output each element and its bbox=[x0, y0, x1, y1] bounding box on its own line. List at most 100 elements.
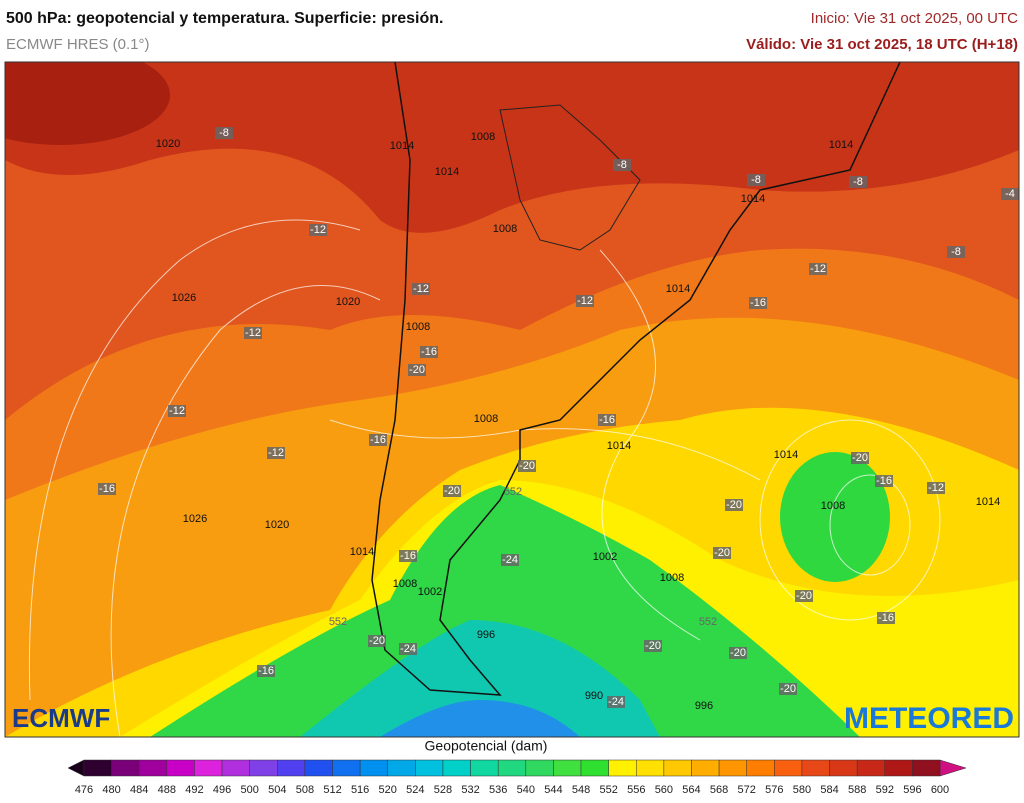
isobar-label: 1008 bbox=[493, 223, 517, 235]
temperature-label: -12 bbox=[245, 327, 261, 339]
temperature-label: -16 bbox=[421, 346, 437, 358]
temp-label-box bbox=[168, 405, 186, 417]
temp-label-box bbox=[518, 460, 536, 472]
isobar-label: 1014 bbox=[607, 440, 631, 452]
colorbar-swatch bbox=[442, 759, 471, 777]
colorbar-tick-label: 536 bbox=[489, 784, 507, 796]
colorbar-tick-label: 524 bbox=[406, 784, 424, 796]
colorbar-swatch bbox=[856, 759, 886, 777]
temp-label-box bbox=[1001, 188, 1019, 200]
temperature-label: -8 bbox=[751, 174, 761, 186]
colorbar-tick-label: 508 bbox=[296, 784, 314, 796]
colorbar-tick-label: 516 bbox=[351, 784, 369, 796]
colorbar-tick-label: 556 bbox=[627, 784, 645, 796]
temp-label-box bbox=[412, 283, 430, 295]
temp-label-box bbox=[399, 550, 417, 562]
colorbar-swatch bbox=[470, 759, 499, 777]
temp-label-box bbox=[257, 665, 275, 677]
temp-label-box bbox=[501, 554, 519, 566]
temp-label-box bbox=[598, 414, 616, 426]
colorbar-swatch bbox=[774, 759, 803, 777]
isobar-label: 552 bbox=[699, 616, 717, 628]
temp-label-box bbox=[849, 176, 867, 188]
colorbar-swatch bbox=[801, 759, 830, 777]
isobar-label: 1026 bbox=[172, 292, 196, 304]
temp-label-box bbox=[795, 590, 813, 602]
temp-label-box bbox=[613, 159, 631, 171]
temp-label-box bbox=[749, 297, 767, 309]
temp-label-box bbox=[725, 499, 743, 511]
temp-label-box bbox=[747, 174, 765, 186]
colorbar-tick-label: 548 bbox=[572, 784, 590, 796]
colorbar-tick-label: 532 bbox=[461, 784, 479, 796]
temperature-label: -20 bbox=[852, 452, 868, 464]
temperature-label: -20 bbox=[369, 635, 385, 647]
colorbar-swatch bbox=[111, 759, 140, 777]
temp-label-box bbox=[809, 263, 827, 275]
colorbar-tick-label: 544 bbox=[544, 784, 562, 796]
temperature-label: -16 bbox=[400, 550, 416, 562]
temperature-label: -20 bbox=[780, 683, 796, 695]
colorbar-swatch bbox=[746, 759, 775, 777]
temperature-label: -12 bbox=[577, 295, 593, 307]
colorbar-tick-label: 564 bbox=[682, 784, 700, 796]
colorbar-tick-label: 504 bbox=[268, 784, 286, 796]
isobar-label: 1008 bbox=[474, 413, 498, 425]
temperature-label: -20 bbox=[519, 460, 535, 472]
temperature-label: -8 bbox=[219, 127, 229, 139]
temp-label-box bbox=[267, 447, 285, 459]
colorbar-swatch bbox=[249, 759, 278, 777]
map-frame bbox=[4, 61, 1020, 738]
temperature-label: -24 bbox=[400, 643, 416, 655]
colorbar-under bbox=[67, 759, 85, 777]
temp-label-box bbox=[309, 224, 327, 236]
temperature-label: -12 bbox=[928, 482, 944, 494]
isobar-label: 1008 bbox=[393, 578, 417, 590]
temperature-label: -16 bbox=[876, 475, 892, 487]
colorbar: 476 480 484 488 492 496 500 504 508 512 516 520 524 5… bbox=[67, 759, 967, 796]
colorbar-tick-label: 500 bbox=[240, 784, 258, 796]
temp-label-box bbox=[244, 327, 262, 339]
temp-label-box bbox=[408, 364, 426, 376]
isobar-label: 1014 bbox=[741, 193, 765, 205]
colorbar-swatch bbox=[912, 759, 941, 777]
temp-label-box bbox=[713, 547, 731, 559]
colorbar-tick-label: 540 bbox=[517, 784, 535, 796]
colorbar-tick-label: 580 bbox=[793, 784, 811, 796]
temp-label-box bbox=[851, 452, 869, 464]
temp-label-box bbox=[443, 485, 461, 497]
temperature-label: -24 bbox=[502, 554, 518, 566]
temp-label-box bbox=[877, 612, 895, 624]
temperature-label: -12 bbox=[169, 405, 185, 417]
temperature-label: -20 bbox=[730, 647, 746, 659]
isobar-label: 1014 bbox=[350, 546, 374, 558]
colorbar-swatch bbox=[221, 759, 250, 777]
colorbar-swatch bbox=[829, 759, 858, 777]
temperature-label: -20 bbox=[726, 499, 742, 511]
colorbar-tick-label: 528 bbox=[434, 784, 452, 796]
colorbar-swatch bbox=[194, 759, 223, 777]
colorbar-tick-label: 576 bbox=[765, 784, 783, 796]
temperature-label: -20 bbox=[796, 590, 812, 602]
temp-label-box bbox=[576, 295, 594, 307]
ecmwf-logo: ECMWF bbox=[12, 703, 110, 733]
colorbar-swatch bbox=[387, 759, 416, 777]
colorbar-swatch bbox=[83, 759, 112, 777]
colorbar-tick-label: 592 bbox=[876, 784, 894, 796]
colorbar-tick-label: 600 bbox=[931, 784, 949, 796]
temp-label-box bbox=[215, 127, 233, 139]
isobar-label: 1014 bbox=[774, 449, 798, 461]
colorbar-swatch bbox=[415, 759, 444, 777]
temp-label-box bbox=[644, 640, 662, 652]
temperature-label: -20 bbox=[409, 364, 425, 376]
isobar-label: 1002 bbox=[418, 586, 442, 598]
temperature-label: -12 bbox=[810, 263, 826, 275]
temperature-label: -20 bbox=[714, 547, 730, 559]
temperature-label: -16 bbox=[878, 612, 894, 624]
temperature-label: -8 bbox=[853, 176, 863, 188]
colorbar-swatch bbox=[525, 759, 554, 777]
colorbar-swatch bbox=[884, 759, 913, 777]
temperature-label: -8 bbox=[951, 246, 961, 258]
temp-label-box bbox=[927, 482, 945, 494]
